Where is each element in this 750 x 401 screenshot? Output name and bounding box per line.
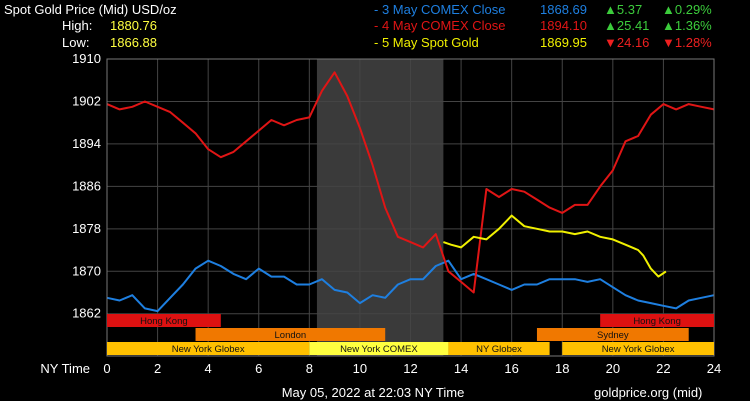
y-tick-label: 1878 (72, 221, 101, 236)
legend-label: - 5 May Spot Gold (374, 35, 479, 50)
legend-label: - 4 May COMEX Close (374, 18, 506, 33)
x-tick-label: 2 (154, 361, 161, 376)
y-tick-label: 1894 (72, 136, 101, 151)
x-tick-label: 4 (205, 361, 212, 376)
session-bar (309, 342, 449, 355)
comex-session-shade (316, 59, 444, 356)
session-bar (562, 342, 714, 355)
y-tick-label: 1910 (72, 51, 101, 66)
session-label: Sydney (597, 330, 629, 341)
series-line-1 (106, 259, 715, 313)
session-bar (600, 314, 714, 327)
session-label: New York Globex (602, 344, 675, 355)
high-value: 1880.76 (110, 18, 157, 33)
x-tick-label: 14 (454, 361, 468, 376)
legend-percent: ▲0.29% (662, 2, 712, 17)
session-label: NY Globex (476, 344, 522, 355)
chart-footer: May 05, 2022 at 22:03 NY Time goldprice.o… (282, 385, 703, 400)
legend-change: ▼24.16 (604, 35, 650, 50)
session-bar (107, 314, 221, 327)
legend-label: - 3 May COMEX Close (374, 2, 506, 17)
legend-change: ▲25.41 (604, 18, 650, 33)
footer-date: May 05, 2022 at 22:03 NY Time (282, 385, 465, 400)
x-tick-label: 18 (555, 361, 569, 376)
x-tick-label: 8 (306, 361, 313, 376)
x-tick-label: 24 (707, 361, 721, 376)
y-tick-label: 1902 (72, 93, 101, 108)
session-label: New York COMEX (340, 344, 418, 355)
legend-price: 1868.69 (540, 2, 587, 17)
session-bar (107, 342, 310, 355)
x-tick-label: 20 (606, 361, 620, 376)
legend-percent: ▼1.28% (662, 35, 712, 50)
y-tick-label: 1862 (72, 306, 101, 321)
x-axis-title: NY Time (40, 361, 90, 376)
series-line-3 (443, 214, 667, 278)
series-line-2 (106, 71, 715, 294)
low-label: Low: (62, 35, 90, 50)
x-tick-label: 22 (656, 361, 670, 376)
low-value: 1866.88 (110, 35, 157, 50)
session-bar (536, 328, 689, 341)
y-tick-label: 1870 (72, 263, 101, 278)
y-tick-label: 1886 (72, 178, 101, 193)
legend-change: ▲5.37 (604, 2, 643, 17)
market-sessions: Hong Kong Hong Kong London Sydney New York G… (107, 314, 714, 355)
session-bar (448, 342, 550, 355)
plot-area (106, 58, 715, 357)
high-label: High: (62, 18, 93, 33)
session-label: London (275, 330, 307, 341)
x-tick-label: 12 (403, 361, 417, 376)
x-tick-label: 0 (103, 361, 110, 376)
session-label: Hong Kong (140, 316, 188, 327)
x-tick-label: 6 (255, 361, 262, 376)
session-label: Hong Kong (633, 316, 681, 327)
footer-source: goldprice.org (mid) (594, 385, 702, 400)
x-tick-label: 10 (353, 361, 367, 376)
session-bar (195, 328, 386, 341)
legend-price: 1869.95 (540, 35, 587, 50)
plot-border (106, 58, 715, 357)
legend-price: 1894.10 (540, 18, 587, 33)
chart-title: Spot Gold Price (Mid) USD/oz (4, 2, 177, 17)
x-tick-label: 16 (504, 361, 518, 376)
legend-percent: ▲1.36% (662, 18, 712, 33)
session-label: New York Globex (172, 344, 245, 355)
